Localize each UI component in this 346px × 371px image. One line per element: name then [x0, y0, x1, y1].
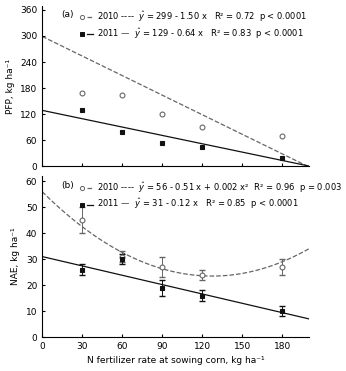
Text: (b): (b) [61, 181, 74, 190]
Y-axis label: NAE, kg ha⁻¹: NAE, kg ha⁻¹ [11, 228, 20, 285]
Legend: 2010 ----  $\hat{y}$ = 56 - 0.51 x + 0.002 x²  R² = 0.96  p = 0.003, 2011 —  $\h: 2010 ---- $\hat{y}$ = 56 - 0.51 x + 0.00… [79, 180, 342, 211]
Text: (a): (a) [61, 10, 73, 19]
X-axis label: N fertilizer rate at sowing corn, kg ha⁻¹: N fertilizer rate at sowing corn, kg ha⁻… [87, 357, 264, 365]
Y-axis label: PFP, kg ha⁻¹: PFP, kg ha⁻¹ [6, 59, 15, 114]
Legend: 2010 ----  $\hat{y}$ = 299 - 1.50 x   R² = 0.72  p < 0.0001, 2011 —  $\hat{y}$ =: 2010 ---- $\hat{y}$ = 299 - 1.50 x R² = … [79, 10, 307, 41]
